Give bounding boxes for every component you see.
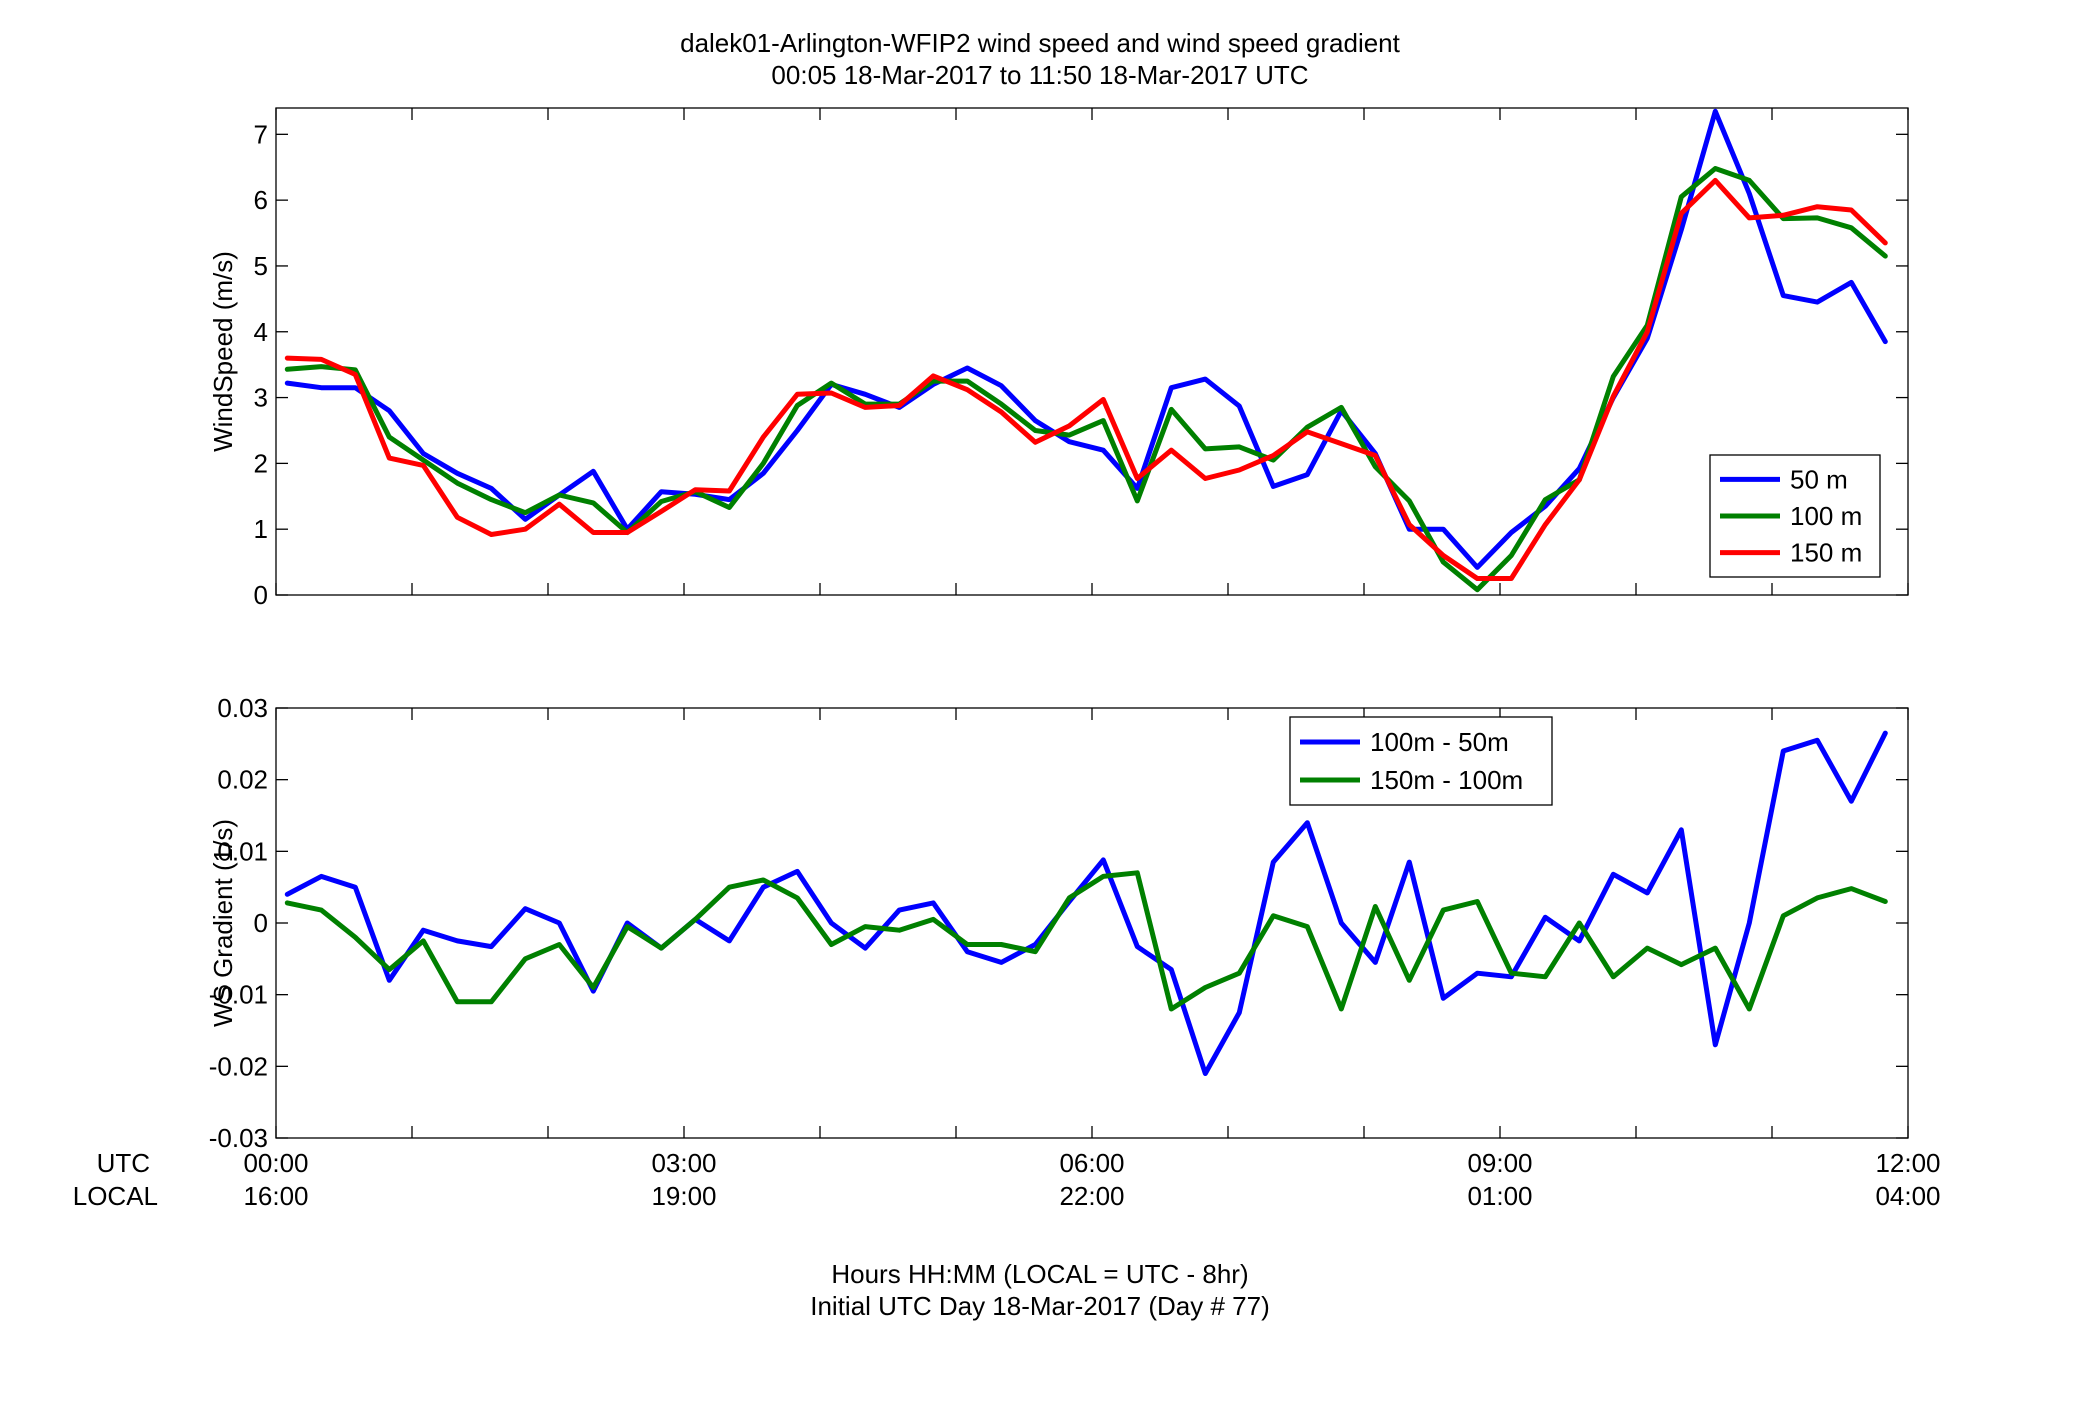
y-tick-label: -0.03	[209, 1123, 268, 1153]
legend-label-100m-50m: 100m - 50m	[1370, 727, 1509, 757]
series-group	[284, 730, 1888, 1076]
series-line-100-m	[284, 166, 1888, 593]
legend-label-100-m: 100 m	[1790, 501, 1862, 531]
x-tick-label-local: 01:00	[1467, 1181, 1532, 1211]
y-tick-label: 0.02	[217, 765, 268, 795]
y-tick-label: 0	[254, 580, 268, 610]
legend-box	[1289, 716, 1553, 806]
series-group	[284, 108, 1888, 593]
x-tick-label-local: 22:00	[1059, 1181, 1124, 1211]
x-tick-label-utc: 00:00	[243, 1148, 308, 1178]
y-tick-label: 5	[254, 251, 268, 281]
y-tick-label: 7	[254, 119, 268, 149]
local-row-label: LOCAL	[73, 1181, 158, 1211]
y-tick-label: 1	[254, 514, 268, 544]
y-tick-label: 0.01	[217, 836, 268, 866]
x-tick-label-utc: 12:00	[1875, 1148, 1940, 1178]
x-tick-label-utc: 09:00	[1467, 1148, 1532, 1178]
legend-label-50-m: 50 m	[1790, 464, 1848, 494]
chart-title-line2: 00:05 18-Mar-2017 to 11:50 18-Mar-2017 U…	[771, 60, 1308, 90]
chart-title-line1: dalek01-Arlington-WFIP2 wind speed and w…	[680, 28, 1401, 58]
y-tick-label: 3	[254, 383, 268, 413]
series-line-150m-100m	[284, 870, 1888, 1012]
legend: 100m - 50m 150m - 100m	[1289, 716, 1553, 806]
series-line-100m-50m	[284, 730, 1888, 1076]
x-tick-label-local: 16:00	[243, 1181, 308, 1211]
y-tick-label: 4	[254, 317, 268, 347]
y-tick-label: 0	[254, 908, 268, 938]
utc-row-label: UTC	[97, 1148, 150, 1178]
plot-area-frame	[275, 707, 1909, 1139]
y-tick-label: 0.03	[217, 693, 268, 723]
series-line-150-m	[284, 177, 1888, 581]
y-tick-label: 6	[254, 185, 268, 215]
x-tick-label-local: 19:00	[651, 1181, 716, 1211]
y-axis-label: WS Gradient (1/s)	[208, 819, 238, 1027]
legend: 50 m 100 m 150 m	[1709, 454, 1881, 578]
x-axis-label-line1: Hours HH:MM (LOCAL = UTC - 8hr)	[831, 1259, 1248, 1289]
x-axis-label-line2: Initial UTC Day 18-Mar-2017 (Day # 77)	[810, 1291, 1270, 1321]
x-tick-label-utc: 06:00	[1059, 1148, 1124, 1178]
y-axis-label: WindSpeed (m/s)	[208, 251, 238, 452]
plot-area-frame	[275, 107, 1909, 596]
x-tick-label-utc: 03:00	[651, 1148, 716, 1178]
legend-label-150m-100m: 150m - 100m	[1370, 765, 1523, 795]
y-tick-label: -0.01	[209, 980, 268, 1010]
x-tick-label-local: 04:00	[1875, 1181, 1940, 1211]
y-tick-label: -0.02	[209, 1051, 268, 1081]
legend-label-150-m: 150 m	[1790, 538, 1862, 568]
y-tick-label: 2	[254, 448, 268, 478]
wind-speed-panel: 0 1 2 3 4 5 6 7 WindSpeed (m/s) 50 m 100 m 150 m	[208, 107, 1909, 610]
